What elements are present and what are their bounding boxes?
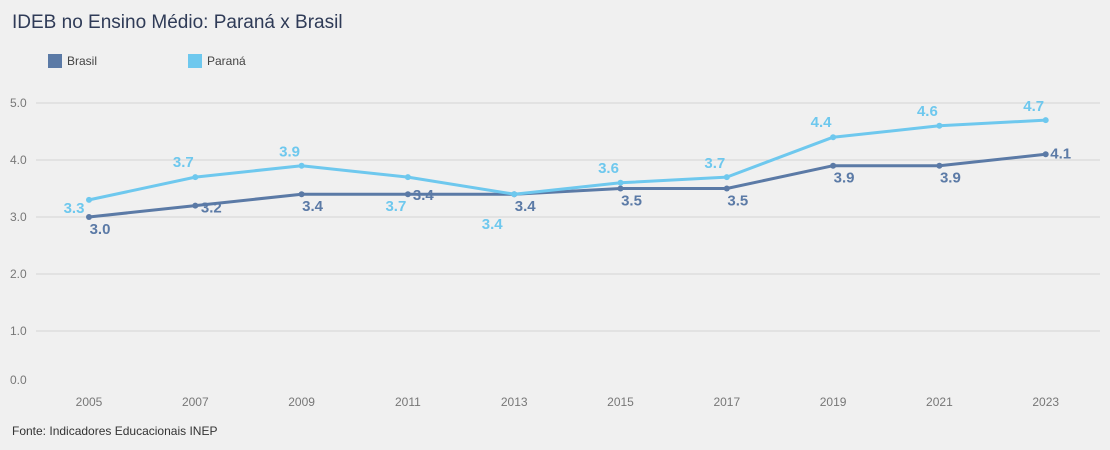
line-chart: 0.0 1.0 2.0 3.0 4.0 5.0 2005 2007 2009 2011 2013 20… — [10, 96, 1100, 409]
y-tick-label: 5.0 — [10, 96, 27, 110]
data-point — [192, 202, 199, 209]
x-tick-label: 2013 — [501, 395, 528, 409]
legend-item-brasil[interactable]: Brasil — [48, 54, 97, 68]
data-label: 3.4 — [482, 216, 504, 233]
data-point — [511, 191, 518, 198]
data-label: 3.3 — [64, 200, 85, 217]
data-label: 3.9 — [940, 170, 961, 187]
data-point — [1042, 151, 1049, 158]
data-label: 4.7 — [1023, 98, 1044, 115]
series-line-parana — [87, 118, 1048, 202]
data-label: 3.5 — [621, 193, 642, 210]
data-point — [936, 122, 943, 129]
data-label: 3.0 — [90, 221, 111, 238]
x-tick-label: 2007 — [182, 395, 209, 409]
data-label: 4.4 — [811, 114, 833, 131]
legend-swatch-parana — [188, 54, 202, 68]
data-point — [86, 214, 92, 220]
data-point — [723, 174, 730, 181]
data-point — [723, 185, 730, 192]
data-label: 3.7 — [385, 198, 406, 215]
data-point — [830, 162, 837, 169]
data-point — [404, 174, 411, 181]
data-label: 3.4 — [413, 187, 435, 204]
data-label: 4.6 — [917, 103, 938, 120]
source-note: Fonte: Indicadores Educacionais INEP — [12, 424, 218, 438]
legend-label-brasil: Brasil — [67, 54, 98, 68]
y-tick-label: 2.0 — [10, 267, 27, 281]
y-tick-label: 3.0 — [10, 210, 27, 224]
y-tick-label: 1.0 — [10, 324, 27, 338]
data-label: 3.9 — [279, 144, 300, 161]
x-tick-label: 2021 — [926, 395, 953, 409]
legend-label-parana: Paraná — [207, 54, 246, 68]
chart-title: IDEB no Ensino Médio: Paraná x Brasil — [12, 12, 343, 33]
y-tick-label: 0.0 — [10, 373, 27, 387]
data-point — [1042, 117, 1049, 124]
x-tick-label: 2009 — [288, 395, 315, 409]
data-point — [830, 134, 837, 141]
data-label: 3.2 — [201, 200, 222, 217]
data-label: 3.7 — [173, 154, 194, 171]
legend-item-parana[interactable]: Paraná — [188, 54, 246, 68]
x-tick-label: 2019 — [820, 395, 847, 409]
data-point — [298, 191, 305, 198]
data-label: 3.4 — [302, 198, 324, 215]
data-point — [936, 162, 943, 169]
data-label: 3.4 — [515, 198, 537, 215]
x-tick-label: 2017 — [713, 395, 740, 409]
data-label: 3.9 — [834, 170, 855, 187]
x-tick-label: 2005 — [76, 395, 103, 409]
x-tick-label: 2023 — [1032, 395, 1059, 409]
data-label: 3.7 — [704, 155, 725, 172]
data-point — [192, 174, 199, 181]
data-point — [617, 185, 624, 192]
data-label: 3.5 — [727, 193, 748, 210]
data-label: 3.6 — [598, 160, 619, 177]
data-label: 4.1 — [1050, 145, 1071, 162]
legend-swatch-brasil — [48, 54, 62, 68]
data-point — [298, 162, 305, 169]
series-line-brasil — [87, 152, 1048, 219]
data-point — [404, 191, 411, 198]
data-point — [617, 179, 624, 186]
data-point — [86, 196, 92, 203]
y-tick-label: 4.0 — [10, 153, 27, 167]
x-tick-label: 2011 — [395, 395, 421, 409]
x-tick-label: 2015 — [607, 395, 634, 409]
